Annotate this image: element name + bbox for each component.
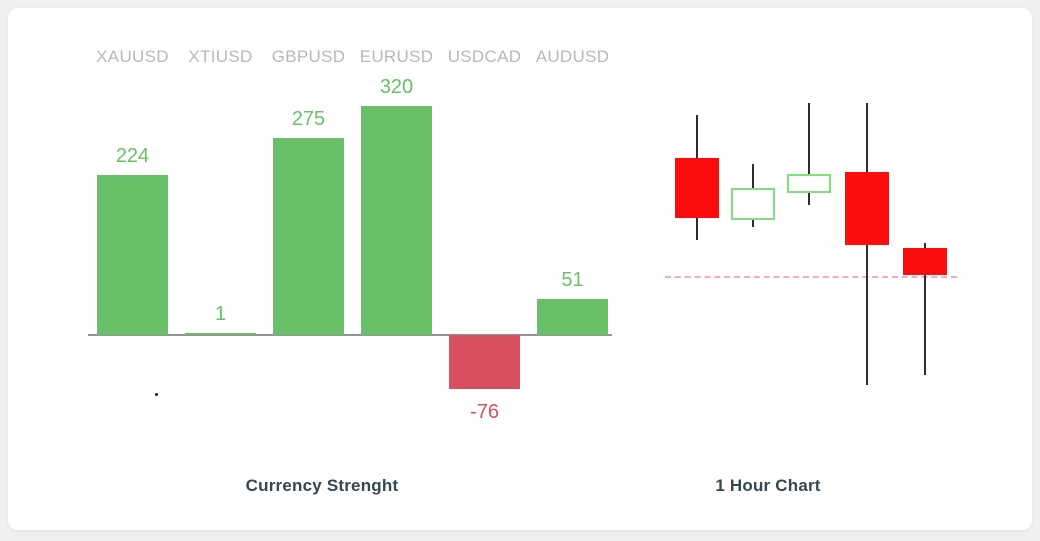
candle-chart-title: 1 Hour Chart xyxy=(715,476,821,495)
category-label-xtiusd: XTIUSD xyxy=(188,47,253,66)
bar-value-label-eurusd: 320 xyxy=(379,76,414,98)
category-label-audusd: AUDUSD xyxy=(535,47,610,66)
dashboard-card: XAUUSD 224 XTIUSD 1 GBPUSD 275 EURUSD 320 USDCAD… xyxy=(8,8,1032,530)
candle-body-down xyxy=(675,158,719,218)
category-label-eurusd: EURUSD xyxy=(359,47,434,66)
candle-body-down xyxy=(903,248,947,275)
bar-audusd xyxy=(537,299,608,335)
currency-strength-bar-chart: XAUUSD 224 XTIUSD 1 GBPUSD 275 EURUSD 320 USDCAD… xyxy=(8,8,1032,530)
category-label-usdcad: USDCAD xyxy=(447,47,522,66)
reference-line xyxy=(665,276,957,278)
bar-usdcad xyxy=(449,335,520,389)
bar-value-label-gbpusd: 275 xyxy=(291,108,326,130)
bar-xauusd xyxy=(97,175,168,335)
candle-wick xyxy=(808,103,810,205)
candle-body-up xyxy=(731,188,775,220)
candle-body-down xyxy=(845,172,889,245)
bar-value-label-usdcad: -76 xyxy=(470,401,499,423)
bar-eurusd xyxy=(361,106,432,335)
bar-value-label-xtiusd: 1 xyxy=(214,303,227,325)
bar-value-label-audusd: 51 xyxy=(561,269,584,291)
candle-wick xyxy=(924,243,926,375)
bar-gbpusd xyxy=(273,138,344,335)
category-label-xauusd: XAUUSD xyxy=(96,47,169,66)
candle-body-up xyxy=(787,174,831,193)
bar-chart-title: Currency Strenght xyxy=(245,476,399,495)
x-axis-line xyxy=(88,334,612,336)
bar-value-label-xauusd: 224 xyxy=(115,145,150,167)
category-label-gbpusd: GBPUSD xyxy=(271,47,346,66)
bar-xtiusd xyxy=(185,333,256,335)
one-hour-candlestick-chart xyxy=(8,8,1032,530)
stray-dot xyxy=(155,393,158,396)
